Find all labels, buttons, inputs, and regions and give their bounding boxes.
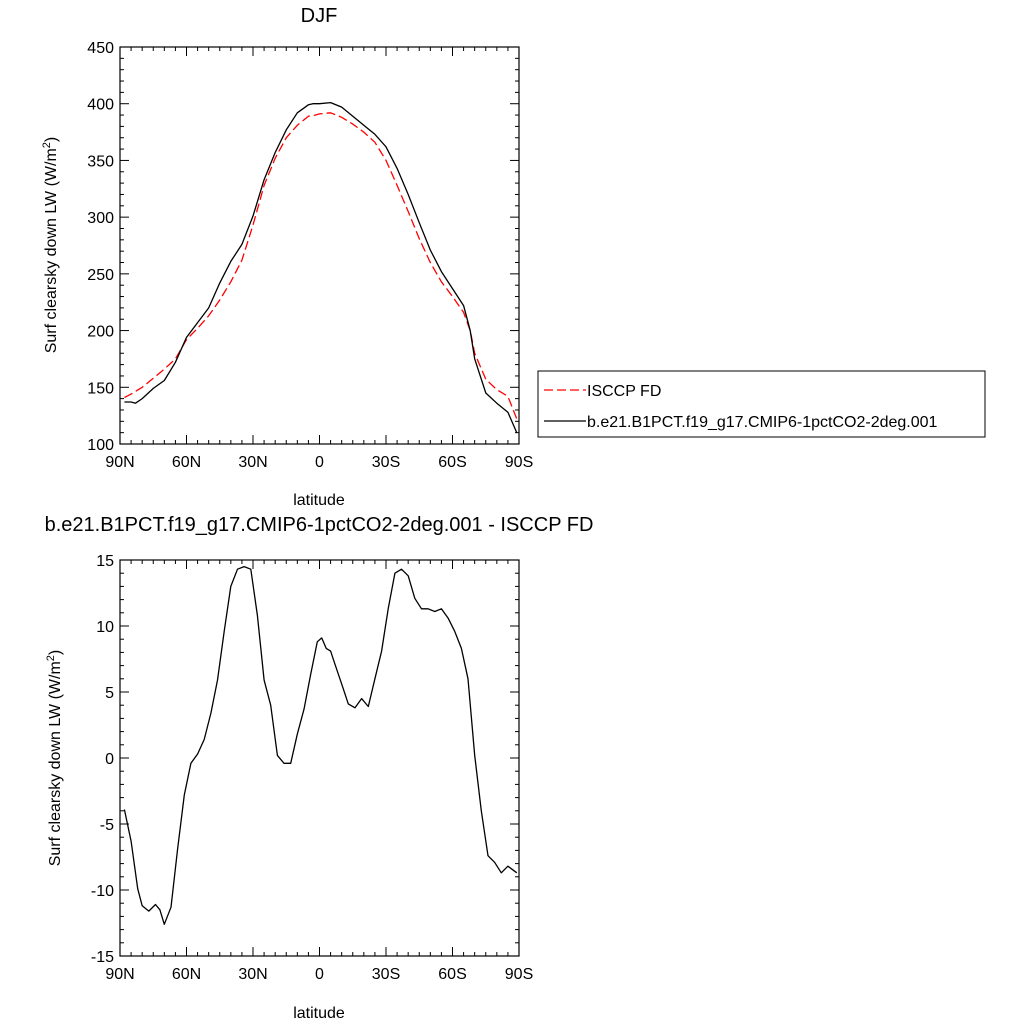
top-panel-y-tick-label: 300	[87, 210, 114, 227]
bottom-panel-x-axis-label: latitude	[293, 1005, 345, 1022]
top-panel-x-tick-label: 30S	[372, 454, 400, 471]
top-panel-x-tick-label: 0	[315, 454, 324, 471]
legend-box	[537, 370, 986, 438]
top-panel-series-line-0	[124, 112, 518, 420]
bottom-panel-series-lines	[123, 565, 518, 925]
top-panel-y-axis-label: Surf clearsky down LW (W/m2)	[41, 137, 60, 354]
top-panel-series-line-1	[124, 101, 518, 433]
legend-label-isccp: ISCCP FD	[587, 383, 661, 400]
bottom-panel-y-tick-label: 10	[96, 619, 114, 636]
top-panel-y-tick-label: 350	[87, 153, 114, 170]
top-panel-y-tick-label: 150	[87, 380, 114, 397]
bottom-panel-x-tick-label: 90S	[505, 966, 533, 983]
bottom-panel-y-tick-label: 15	[96, 553, 114, 570]
top-panel-y-tick-label: 400	[87, 97, 114, 114]
top-panel-y-tick-label: 450	[87, 40, 114, 57]
bottom-panel-x-tick-label: 90N	[105, 966, 134, 983]
bottom-panel-y-axis-label: Surf clearsky down LW (W/m2)	[45, 650, 64, 867]
bottom-panel-x-tick-label: 30N	[238, 966, 267, 983]
bottom-panel-y-axis-label-sup: 2	[45, 655, 57, 661]
top-panel-y-tick-label: 200	[87, 324, 114, 341]
bottom-panel-y-tick-label: -10	[91, 883, 114, 900]
bottom-panel-series-line-0	[123, 565, 518, 925]
bottom-panel-y-tick-label: 0	[105, 751, 114, 768]
top-panel-y-tick-label: 250	[87, 267, 114, 284]
bottom-panel-x-tick-label: 60S	[438, 966, 466, 983]
bottom-panel-plot-frame	[119, 559, 520, 957]
top-panel-ticks: 90N 60N 30N 0 30S 60S 90S 100 150 200 250 300 350 400…	[87, 40, 533, 471]
legend-label-model: b.e21.B1PCT.f19_g17.CMIP6-1pctCO2-2deg.0…	[587, 414, 938, 431]
bottom-panel-x-tick-label: 60N	[172, 966, 201, 983]
top-panel-series-lines	[124, 101, 518, 433]
top-panel-x-tick-label: 90N	[105, 454, 134, 471]
top-panel-x-axis-label: latitude	[293, 492, 345, 509]
top-panel: DJF 90N 60N 30N 0 30S 60S 90S 100 150 200 250 300 35…	[41, 5, 533, 509]
top-panel-plot-frame	[119, 46, 520, 445]
bottom-panel-y-tick-label: -5	[100, 817, 114, 834]
top-panel-y-axis-label-sup: 2	[41, 142, 53, 148]
bottom-panel-title: b.e21.B1PCT.f19_g17.CMIP6-1pctCO2-2deg.0…	[45, 514, 594, 536]
top-panel-y-axis-label-main: Surf clearsky down LW (W/m	[43, 148, 60, 353]
bottom-panel-x-tick-label: 30S	[372, 966, 400, 983]
top-panel-y-tick-label: 100	[87, 437, 114, 454]
bottom-panel-y-tick-label: 5	[105, 685, 114, 702]
top-panel-x-tick-label: 60S	[438, 454, 466, 471]
top-panel-x-tick-label: 60N	[172, 454, 201, 471]
bottom-panel-ticks: 90N 60N 30N 0 30S 60S 90S -15 -10 -5 0 5 10 15	[91, 553, 533, 983]
bottom-panel: b.e21.B1PCT.f19_g17.CMIP6-1pctCO2-2deg.0…	[45, 514, 594, 1022]
bottom-panel-y-axis-label-end: )	[47, 650, 64, 655]
top-panel-x-tick-label: 30N	[238, 454, 267, 471]
bottom-panel-y-tick-label: -15	[91, 949, 114, 966]
top-panel-y-axis-label-end: )	[43, 137, 60, 142]
legend: ISCCP FD b.e21.B1PCT.f19_g17.CMIP6-1pctC…	[537, 370, 986, 438]
top-panel-x-tick-label: 90S	[505, 454, 533, 471]
bottom-panel-y-axis-label-main: Surf clearsky down LW (W/m	[47, 661, 64, 866]
top-panel-title: DJF	[301, 5, 338, 27]
bottom-panel-x-tick-label: 0	[315, 966, 324, 983]
